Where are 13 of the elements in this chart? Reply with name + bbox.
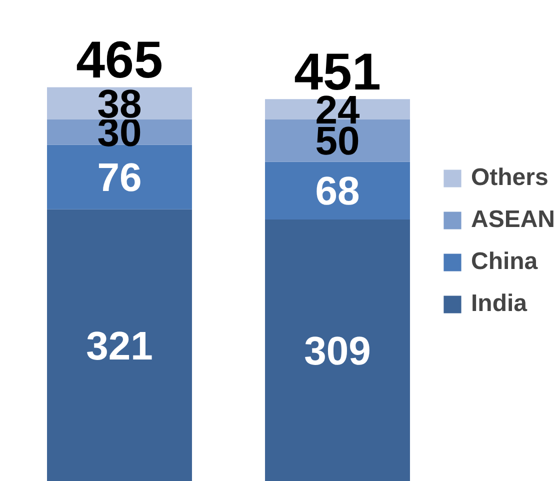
legend-label: India: [470, 290, 527, 318]
data-label: 309: [304, 330, 371, 374]
legend-label: Others: [470, 164, 548, 192]
total-label: 465: [76, 32, 163, 90]
legend-label: China: [470, 248, 538, 276]
bar: [47, 209, 192, 481]
bar: [265, 162, 410, 220]
bar: [265, 220, 410, 481]
legend-label: ASEAN: [470, 206, 555, 234]
data-label: 321: [86, 324, 153, 368]
data-label: 76: [97, 156, 142, 200]
bar: [47, 144, 192, 210]
data-label: 68: [315, 170, 360, 214]
